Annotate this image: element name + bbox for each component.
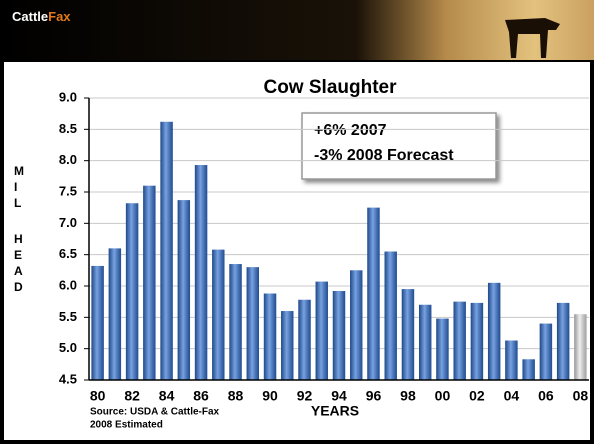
x-tick-label: 00 [435,388,451,404]
x-tick-label: 06 [538,388,554,404]
y-tick-label: 4.5 [59,371,77,386]
y-tick-label: 8.5 [59,121,77,136]
bar-shine [470,302,484,380]
bar-shine [281,311,294,380]
bar-shine [177,200,191,380]
x-tick-label: 88 [228,388,244,404]
header-band [0,0,594,60]
bar-shine [367,207,380,380]
bar-shine [160,121,173,381]
bar-shine [453,301,466,380]
x-axis-label: YEARS [311,403,359,419]
x-tick-label: 98 [400,388,416,404]
bar-shine [556,302,570,380]
bar-shine [487,282,501,380]
x-tick-label: 82 [124,388,140,404]
bar-shine [505,340,518,380]
bar-shine [350,270,363,380]
y-tick-label: 7.5 [59,183,77,198]
y-tick-label: 5.5 [59,309,77,324]
bar-shine [436,318,449,380]
x-tick-label: 86 [193,388,209,404]
annotation: -3% 2008 Forecast [314,147,454,164]
x-tick-label: 04 [504,388,520,404]
bar-shine [143,185,156,380]
bar-shine [574,314,587,380]
x-tick-label: 84 [159,388,175,404]
bar-shine [108,248,122,380]
bar-shine [401,289,415,380]
x-tick-label: 96 [366,388,382,404]
bar-shine [212,249,225,380]
y-tick-label: 9.0 [59,89,77,104]
bar-shine [384,251,397,380]
y-tick-label: 6.0 [59,277,77,292]
source-note: 2008 Estimated [90,420,163,431]
brand-part: Cattle [12,9,48,24]
source-note: Source: USDA & Cattle-Fax [90,407,220,418]
bar-shine [246,267,259,380]
x-tick-label: 92 [297,388,313,404]
bar-shine [419,304,432,380]
bar-shine [263,293,277,380]
bar-shine [229,264,242,380]
y-tick-label: 7.0 [59,215,77,230]
bar-shine [194,165,208,380]
y-tick-label: 5.0 [59,340,77,355]
x-tick-label: 02 [469,388,485,404]
y-tick-label: 8.0 [59,152,77,167]
x-tick-label: 80 [90,388,106,404]
x-tick-label: 08 [573,388,589,404]
bar-shine [332,291,346,380]
bar-shine [125,203,139,380]
bar-shine [539,323,553,380]
x-tick-label: 90 [262,388,278,404]
chart-title: Cow Slaughter [263,77,397,98]
annotation-box [301,112,497,180]
cow-silhouette [505,18,560,58]
x-tick-label: 94 [331,388,347,404]
y-tick-label: 6.5 [59,246,77,261]
bar-shine [91,265,104,380]
annotation: +6% 2007 [314,122,387,139]
bar-shine [522,359,535,380]
brand: CattleFax [12,9,71,24]
chart-panel [4,62,590,440]
brand-part: Fax [48,9,71,24]
bar-shine [298,299,311,380]
bar-shine [315,281,328,380]
